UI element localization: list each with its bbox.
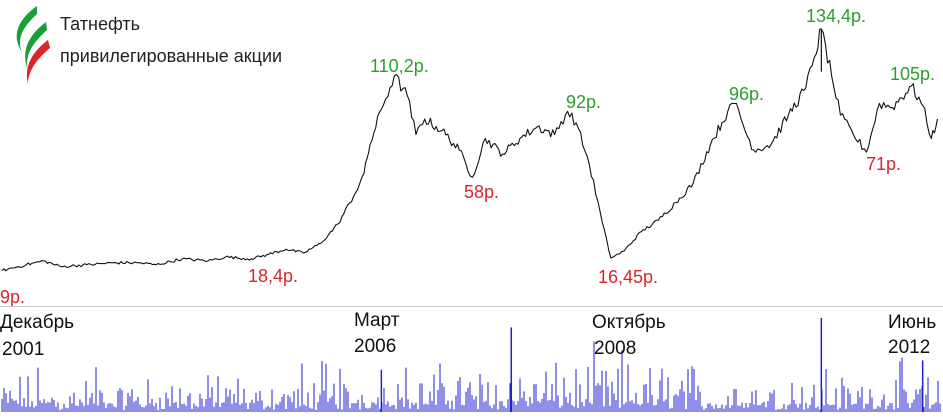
- x-tick-month: Октябрь: [592, 312, 666, 333]
- price-low-label: 58р.: [464, 182, 499, 202]
- price-low-label: 71р.: [866, 154, 901, 174]
- price-line: [1, 28, 938, 272]
- x-tick-month: Декабрь: [0, 312, 75, 333]
- price-high-label: 96р.: [729, 84, 764, 104]
- x-tick-year: 2001: [2, 339, 45, 360]
- price-low-label: 18,4р.: [248, 266, 298, 286]
- chart-title-company: Татнефть: [60, 14, 141, 34]
- x-tick-year: 2012: [888, 337, 931, 358]
- volume-bars: [1, 341, 941, 412]
- price-high-label: 92р.: [566, 92, 601, 112]
- price-high-label: 110,2р.: [370, 56, 429, 76]
- tatneft-flame-logo-icon: [16, 6, 50, 84]
- chart-title-subtitle: привилегированные акции: [60, 46, 283, 66]
- price-low-label: 9р.: [0, 287, 25, 307]
- price-low-label: 16,45р.: [598, 267, 658, 287]
- price-high-label: 105р.: [890, 64, 935, 84]
- price-high-label: 134,4р.: [806, 6, 866, 26]
- x-tick-year: 2006: [354, 336, 397, 357]
- x-tick-year: 2008: [594, 338, 637, 359]
- x-tick-month: Март: [354, 310, 400, 331]
- x-tick-month: Июнь: [888, 312, 937, 333]
